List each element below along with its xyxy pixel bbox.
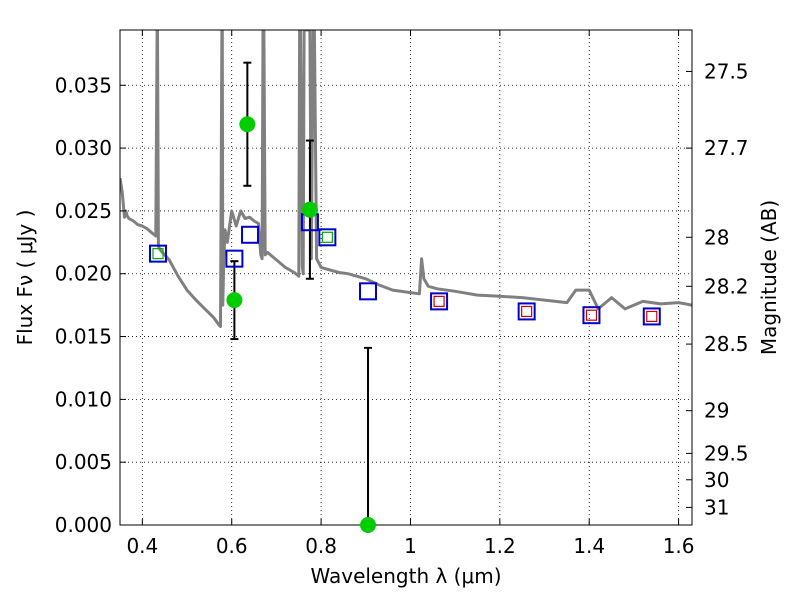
x-tick-label: 1.4 xyxy=(573,534,605,558)
model-photometry-square xyxy=(148,244,167,263)
y2-axis-title: Magnitude (AB) xyxy=(757,200,781,355)
observed-photometry-point xyxy=(239,116,256,133)
x-tick-label: 0.8 xyxy=(305,534,337,558)
y2-tick-label: 28.2 xyxy=(704,274,749,298)
error-bar xyxy=(364,346,373,525)
grid xyxy=(120,30,692,526)
model-photometry-square xyxy=(642,307,661,326)
y2-tick-label: 27.7 xyxy=(704,136,749,160)
model-photometry-square xyxy=(318,228,337,247)
inner-marker-square xyxy=(321,231,333,243)
y-tick-label: 0.020 xyxy=(55,262,112,286)
plot-frame xyxy=(119,29,693,526)
y2-tick-label: 29 xyxy=(704,399,729,423)
observed-photometry-point xyxy=(226,292,243,309)
y-tick-label: 0.025 xyxy=(55,199,112,223)
y2-tick-label: 29.5 xyxy=(704,441,749,465)
model-photometry-square xyxy=(225,249,244,268)
inner-marker-square xyxy=(433,295,445,307)
y-tick-label: 0.015 xyxy=(55,325,112,349)
x-axis-title: Wavelength λ (μm) xyxy=(310,564,501,588)
y-tick-label: 0.010 xyxy=(55,387,112,411)
x-tick-label: 1 xyxy=(404,534,417,558)
y-tick-label: 0.035 xyxy=(55,73,112,97)
y-axis-title: Flux Fν ( μJy ) xyxy=(13,210,37,346)
y2-tick-label: 31 xyxy=(704,495,729,519)
y2-tick-label: 28 xyxy=(704,225,729,249)
model-photometry-square xyxy=(359,282,378,301)
inner-marker-square xyxy=(521,305,533,318)
inner-marker-square xyxy=(585,309,598,321)
y2-tick-label: 27.5 xyxy=(704,59,749,83)
y2-tick-label: 28.5 xyxy=(704,332,749,356)
model-photometry-square xyxy=(241,225,260,244)
y2-tick-label: 30 xyxy=(704,468,729,492)
observed-photometry-point xyxy=(301,201,318,218)
inner-marker-square xyxy=(152,248,164,260)
x-tick-label: 1.2 xyxy=(484,534,516,558)
y-tick-label: 0.030 xyxy=(55,136,112,160)
x-tick-label: 1.6 xyxy=(663,534,695,558)
x-tick-label: 0.4 xyxy=(126,534,158,558)
model-sed-line xyxy=(120,30,692,328)
model-photometry-square xyxy=(430,292,449,311)
x-tick-label: 0.6 xyxy=(216,534,248,558)
observed-photometry-point xyxy=(360,517,377,533)
model-photometry-square xyxy=(517,302,536,321)
model-photometry-square xyxy=(582,306,601,325)
inner-marker-square xyxy=(646,310,658,323)
axis-ticks: 0.4 0.6 0.8 1 1.2 1.4 1.6 0.000 0.005 0.010 0.015 0… xyxy=(55,30,749,558)
y-tick-label: 0.005 xyxy=(55,450,112,474)
y-tick-label: 0.000 xyxy=(55,513,112,537)
